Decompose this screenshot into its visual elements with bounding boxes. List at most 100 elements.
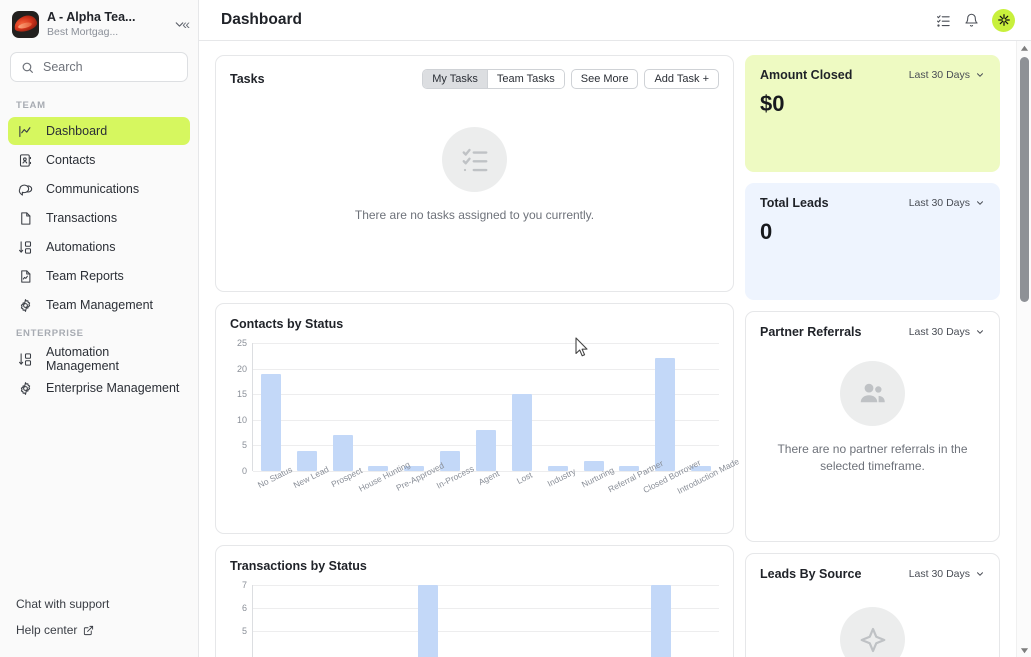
search-icon <box>22 62 33 73</box>
chart-gridline <box>253 585 719 586</box>
tasks-empty-state: There are no tasks assigned to you curre… <box>216 89 733 254</box>
chart-bar[interactable] <box>296 450 317 471</box>
chart-bar[interactable] <box>475 430 496 471</box>
scrollbar-thumb[interactable] <box>1020 57 1029 302</box>
bell-icon[interactable] <box>964 13 979 28</box>
chart-bar-cell <box>289 343 325 471</box>
partner-referrals-title: Partner Referrals <box>760 325 862 339</box>
help-center-link[interactable]: Help center <box>16 617 186 643</box>
sidebar-item-communications[interactable]: Communications <box>8 175 190 203</box>
chat-with-support-link[interactable]: Chat with support <box>16 591 186 617</box>
chart-bar[interactable] <box>440 450 461 471</box>
chart-y-tick: 10 <box>236 414 247 425</box>
total-leads-period-selector[interactable]: Last 30 Days <box>909 197 985 209</box>
partner-referrals-card: Partner Referrals Last 30 Days <box>745 311 1000 542</box>
chart-bar[interactable] <box>583 460 604 471</box>
caret-down-icon[interactable] <box>1017 643 1031 657</box>
dashboard-grid: Tasks My Tasks Team Tasks See More Add T… <box>215 55 1009 657</box>
chart-bar-cell <box>325 343 361 471</box>
chevron-down-icon <box>977 330 983 334</box>
chart-gridline <box>253 607 719 609</box>
sidebar-item-team-reports[interactable]: Team Reports <box>8 262 190 290</box>
sparkle-icon <box>997 14 1010 26</box>
vertical-scrollbar[interactable] <box>1016 41 1031 657</box>
list-checks-icon[interactable] <box>936 13 951 28</box>
search-container: Search <box>0 48 198 92</box>
sidebar-item-label: Enterprise Management <box>46 381 180 395</box>
sidebar-spacer <box>0 403 198 581</box>
sidebar-item-team-management[interactable]: Team Management <box>8 291 190 319</box>
chart-bar-cell <box>432 343 468 471</box>
sidebar-item-dashboard[interactable]: Dashboard <box>8 117 190 145</box>
amount-closed-header: Amount Closed Last 30 Days <box>746 56 999 82</box>
tab-my-tasks[interactable]: My Tasks <box>423 70 487 88</box>
chart-bar[interactable] <box>619 465 640 471</box>
chart-y-tick: 0 <box>241 466 247 476</box>
user-avatar[interactable] <box>992 8 1015 32</box>
chart-bar[interactable] <box>417 585 438 657</box>
chart-bar[interactable] <box>650 585 671 657</box>
sidebar-item-automations[interactable]: Automations <box>8 233 190 261</box>
main-area: Dashboard Ta <box>199 0 1031 657</box>
chart-x-label: Agent <box>477 468 502 488</box>
sidebar-footer: Chat with support Help center <box>0 581 198 657</box>
chart-bar[interactable] <box>511 394 532 471</box>
sort-settings-icon <box>18 352 33 367</box>
sidebar-item-contacts[interactable]: Contacts <box>8 146 190 174</box>
chart-y-tick: 6 <box>241 602 247 613</box>
chart-x-label: Lost <box>515 469 535 486</box>
amount-closed-period-selector[interactable]: Last 30 Days <box>909 69 985 81</box>
chevron-down-icon[interactable] <box>169 18 190 31</box>
sidebar-item-enterprise-management[interactable]: Enterprise Management <box>8 374 190 402</box>
team-logo <box>12 10 39 38</box>
transactions-chart-body: 5 6 7 <box>216 573 733 657</box>
chart-y-tick: 5 <box>241 625 247 636</box>
nav-section-header-team: TEAM <box>16 100 46 111</box>
chart-bar[interactable] <box>332 435 353 471</box>
chart-bar-cell <box>486 585 603 657</box>
chart-gridline <box>253 343 719 344</box>
contact-card-icon <box>18 153 33 168</box>
search-input[interactable]: Search <box>10 52 188 82</box>
leads-by-source-card: Leads By Source Last 30 Days <box>745 553 1000 657</box>
team-switcher[interactable]: A - Alpha Tea... Best Mortgag... <box>0 0 198 48</box>
chart-bar[interactable] <box>368 465 389 471</box>
add-task-button[interactable]: Add Task + <box>644 69 719 89</box>
chart-bar-cell <box>396 343 432 471</box>
sidebar-item-transactions[interactable]: Transactions <box>8 204 190 232</box>
amount-closed-header-right: Last 30 Days <box>909 69 985 81</box>
chart-x-cell: Referral Partner <box>607 458 665 517</box>
tab-team-tasks[interactable]: Team Tasks <box>486 70 564 88</box>
collapse-sidebar-button[interactable]: « <box>182 16 190 32</box>
see-more-button[interactable]: See More <box>570 69 639 89</box>
chart-y-tick: 5 <box>241 440 247 451</box>
star-icon <box>840 607 905 657</box>
chart-gridline <box>253 419 719 421</box>
sidebar: A - Alpha Tea... Best Mortgag... « Searc… <box>0 0 199 657</box>
contacts-chart-title: Contacts by Status <box>230 317 344 331</box>
chart-x-cell: Prospect <box>324 465 363 517</box>
chart-gridline <box>253 368 719 370</box>
sort-settings-icon <box>18 240 33 255</box>
chart-bar[interactable] <box>404 465 425 471</box>
chart-bar-cell <box>253 343 289 471</box>
external-link-icon <box>84 625 94 635</box>
chart-bar[interactable] <box>260 373 281 471</box>
chart-bar[interactable] <box>691 465 712 471</box>
amount-closed-period-label: Last 30 Days <box>908 69 970 81</box>
sidebar-item-automation-management[interactable]: Automation Management <box>8 345 190 373</box>
chart-bar[interactable] <box>655 358 676 471</box>
leads-by-source-period-selector[interactable]: Last 30 Days <box>909 568 985 580</box>
chart-bar-cell <box>683 343 719 471</box>
chart-x-cell: Industry <box>539 466 577 517</box>
chart-x-cell: Closed Borrower <box>641 457 702 517</box>
partner-referrals-period-selector[interactable]: Last 30 Days <box>909 326 985 338</box>
caret-up-icon[interactable] <box>1017 41 1031 55</box>
chart-x-cell: Agent <box>468 468 504 517</box>
report-icon <box>18 269 33 284</box>
chart-gridline <box>253 471 719 472</box>
chart-bar-cell <box>361 343 397 471</box>
chart-bar[interactable] <box>547 465 568 471</box>
sidebar-item-label: Contacts <box>46 153 96 167</box>
contacts-bar-chart: 0 5 10 15 20 25 <box>237 338 719 476</box>
